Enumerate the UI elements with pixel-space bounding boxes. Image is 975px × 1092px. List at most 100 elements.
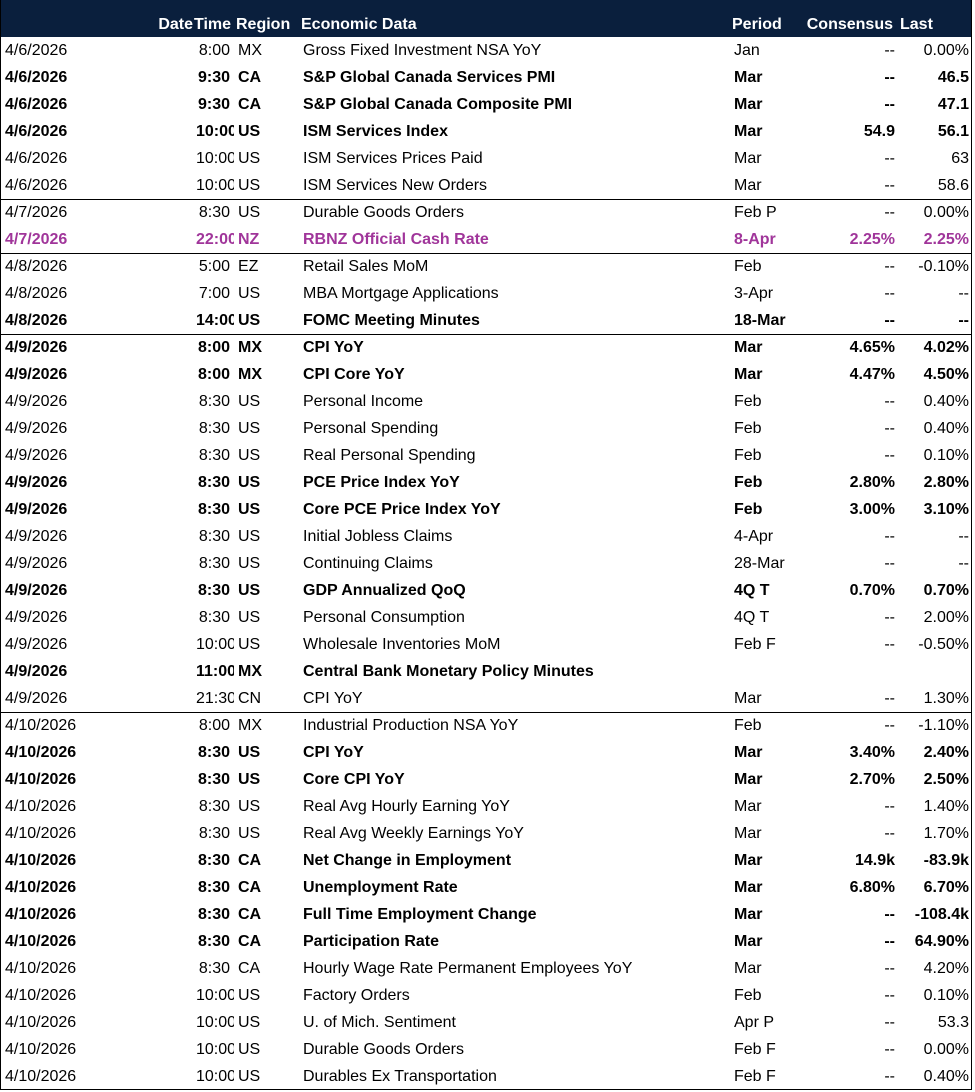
cell-consensus: 14.9k (854, 851, 895, 869)
cell-region: US (238, 122, 261, 140)
cell-period: Mar (734, 932, 763, 950)
table-row: 4/9/2026 8:30 US Continuing Claims 28-Mar -- -… (1, 550, 971, 577)
cell-region: CA (238, 68, 262, 86)
cell-economic-data: CPI YoY (303, 689, 363, 707)
cell-time: 8:30 (198, 446, 230, 464)
cell-consensus: -- (884, 959, 895, 977)
cell-region: US (238, 635, 261, 653)
cell-period: Jan (734, 41, 760, 59)
cell-period: Mar (734, 905, 763, 923)
cell-date: 4/10/2026 (5, 1013, 77, 1031)
cell-economic-data: Factory Orders (303, 986, 410, 1004)
table-row: 4/9/2026 8:30 US Initial Jobless Claims 4-Ap… (1, 523, 971, 550)
cell-consensus: 2.70% (849, 770, 895, 788)
cell-region: US (238, 176, 261, 194)
cell-economic-data: ISM Services New Orders (303, 176, 488, 194)
cell-economic-data: Full Time Employment Change (303, 905, 537, 923)
cell-time: 10:00 (196, 1013, 234, 1031)
cell-region: US (238, 284, 261, 302)
cell-consensus: -- (884, 608, 895, 626)
cell-last: 0.40% (923, 1067, 969, 1085)
cell-period: Mar (734, 743, 763, 761)
cell-last: 0.10% (923, 986, 969, 1004)
cell-consensus: -- (884, 635, 895, 653)
cell-region: NZ (238, 230, 260, 248)
cell-date: 4/8/2026 (5, 284, 68, 302)
cell-period: Apr P (734, 1013, 775, 1031)
cell-last: 0.00% (923, 1040, 969, 1058)
table-row: 4/10/2026 8:30 CA Full Time Employment Chan… (1, 901, 971, 928)
cell-consensus: 4.65% (849, 339, 895, 356)
cell-last: 1.70% (923, 824, 969, 842)
table-row: 4/9/2026 8:30 US Personal Consumption 4Q T --… (1, 604, 971, 631)
cell-economic-data: CPI Core YoY (303, 365, 405, 383)
cell-last: 2.00% (923, 608, 969, 626)
cell-time: 8:00 (198, 41, 230, 59)
cell-consensus: 6.80% (849, 878, 895, 896)
cell-date: 4/9/2026 (5, 500, 68, 518)
cell-date: 4/9/2026 (5, 473, 68, 491)
cell-date: 4/10/2026 (5, 797, 77, 815)
cell-period: Mar (734, 878, 763, 896)
cell-economic-data: Personal Spending (303, 419, 439, 437)
cell-consensus: 54.9 (863, 122, 895, 140)
cell-region: US (238, 473, 261, 491)
cell-economic-data: RBNZ Official Cash Rate (303, 230, 489, 248)
table-row: 4/10/2026 8:00 MX Industrial Production NSA… (1, 712, 971, 739)
cell-economic-data: ISM Services Index (303, 122, 448, 140)
cell-date: 4/9/2026 (5, 554, 68, 572)
cell-consensus: -- (884, 986, 895, 1004)
cell-consensus: -- (884, 824, 895, 842)
table-row: 4/10/2026 8:30 US Real Avg Hourly Earning Y… (1, 793, 971, 820)
table-body: 4/6/2026 8:00 MX Gross Fixed Investment NSA… (1, 37, 971, 1090)
cell-date: 4/9/2026 (5, 419, 68, 437)
cell-time: 8:30 (198, 797, 230, 815)
cell-economic-data: S&P Global Canada Services PMI (303, 68, 556, 86)
cell-region: US (238, 824, 261, 842)
table-row: 4/9/2026 8:00 MX CPI Core YoY Mar 4.47% 4.50% (1, 361, 971, 388)
table-row: 4/10/2026 8:30 CA Unemployment Rate Mar 6.80%… (1, 874, 971, 901)
cell-time: 8:30 (198, 527, 230, 545)
cell-time: 5:00 (198, 258, 230, 275)
cell-period: Mar (734, 149, 762, 167)
cell-consensus: 2.80% (849, 473, 895, 491)
cell-region: US (238, 770, 261, 788)
cell-last: -- (958, 527, 969, 545)
cell-last: 0.40% (923, 392, 969, 410)
cell-last: 2.25% (923, 230, 969, 248)
cell-date: 4/10/2026 (5, 717, 77, 734)
cell-date: 4/8/2026 (5, 311, 68, 329)
cell-time: 8:30 (198, 204, 230, 221)
cell-region: MX (238, 717, 262, 734)
cell-period: Feb F (734, 635, 776, 653)
cell-period: 4Q T (734, 608, 770, 626)
cell-region: MX (238, 41, 262, 59)
cell-period: Mar (734, 797, 762, 815)
cell-period: Mar (734, 122, 763, 140)
cell-last: 2.40% (923, 743, 969, 761)
table-row: 4/10/2026 10:00 US U. of Mich. Sentiment Apr… (1, 1009, 971, 1036)
table-row: 4/6/2026 10:00 US ISM Services Index Mar 54.9… (1, 118, 971, 145)
cell-last: 0.00% (923, 204, 969, 221)
table-header: Date Time Region Economic Data Period Co… (1, 0, 971, 37)
cell-time: 10:00 (196, 122, 234, 140)
cell-consensus: -- (884, 1067, 895, 1085)
cell-region: US (238, 419, 261, 437)
table-row: 4/7/2026 8:30 US Durable Goods Orders Feb P -… (1, 199, 971, 226)
cell-date: 4/9/2026 (5, 392, 68, 410)
cell-consensus: -- (884, 1013, 895, 1031)
cell-date: 4/7/2026 (5, 204, 68, 221)
cell-consensus: -- (884, 717, 895, 734)
cell-region: US (238, 527, 261, 545)
cell-time: 10:00 (196, 149, 234, 167)
cell-economic-data: Durable Goods Orders (303, 204, 464, 221)
cell-consensus: 3.00% (849, 500, 895, 518)
cell-time: 8:00 (197, 339, 230, 356)
cell-time: 8:30 (198, 392, 230, 410)
cell-region: CA (238, 932, 262, 950)
cell-last: 63 (951, 149, 969, 167)
cell-economic-data: Gross Fixed Investment NSA YoY (303, 41, 542, 59)
cell-date: 4/9/2026 (5, 608, 68, 626)
cell-date: 4/9/2026 (5, 689, 68, 707)
cell-region: EZ (238, 258, 259, 275)
